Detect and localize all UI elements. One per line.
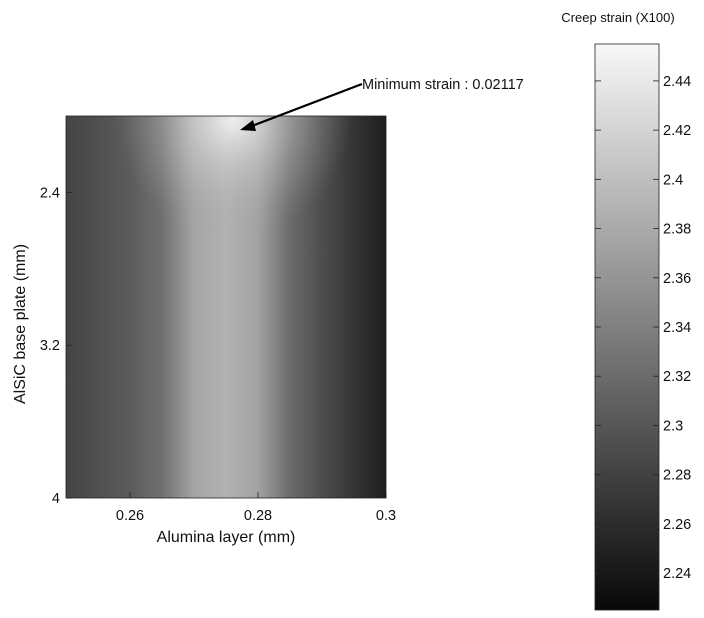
x-axis-label: Alumina layer (mm) (157, 529, 296, 546)
colorbar-title: Creep strain (X100) (561, 10, 674, 25)
colorbar-tick-label: 2.28 (663, 468, 691, 484)
colorbar-tick-label: 2.44 (663, 74, 691, 90)
y-axis-label: AlSiC base plate (mm) (12, 244, 29, 404)
colorbar-tick-label: 2.32 (663, 369, 691, 385)
annotation-text: Minimum strain : 0.02117 (362, 77, 524, 93)
colorbar: Creep strain (X100) 2.242.262.282.32.322… (561, 10, 691, 611)
minimum-strain-annotation: Minimum strain : 0.02117 (240, 77, 524, 131)
colorbar-tick-label: 2.3 (663, 418, 683, 434)
y-tick-label: 3.2 (40, 338, 60, 354)
plot-frame (65, 115, 387, 499)
colorbar-tick-label: 2.36 (663, 271, 691, 287)
annotation-arrowhead (240, 120, 256, 131)
colorbar-tick-label: 2.42 (663, 123, 691, 139)
y-tick-label: 4 (52, 491, 60, 507)
x-tick-label: 0.28 (244, 508, 272, 524)
colorbar-tick-label: 2.4 (663, 172, 683, 188)
annotation-arrow-line (251, 82, 363, 128)
y-tick-label: 2.4 (40, 185, 60, 201)
plot-area (65, 115, 387, 499)
colorbar-tick-label: 2.38 (663, 222, 691, 238)
colorbar-gradient (595, 44, 659, 610)
x-tick-label: 0.26 (116, 508, 144, 524)
minimum-strain-region (66, 116, 386, 498)
y-axis: 2.4 3.2 4 (40, 185, 72, 507)
x-tick-label: 0.3 (376, 508, 396, 524)
colorbar-tick-label: 2.26 (663, 517, 691, 533)
colorbar-tick-label: 2.34 (663, 320, 691, 336)
colorbar-tick-label: 2.24 (663, 566, 691, 582)
colorbar-ticks: 2.24 2.26 2.28 2.3 2.32 2.34 2.36 2.38 2.4 2.42 2.… (595, 74, 691, 582)
x-axis: 0.26 0.28 0.3 (116, 492, 396, 524)
